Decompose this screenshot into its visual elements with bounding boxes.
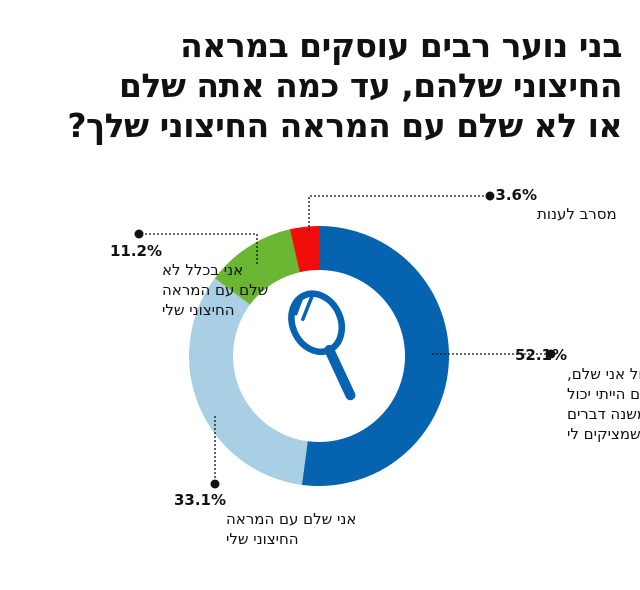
slice-category-label-2-line-2: החיצוני שלי [162, 301, 235, 319]
chart-title-line-1: בני נוער רבים עוסקים במראה [180, 26, 622, 65]
slice-category-label-1-line-0: אני שלם עם המראה [226, 510, 356, 528]
donut-slice-1 [188, 278, 308, 485]
chart-title-line-3: או לא שלם עם המראה החיצוני שלך? [67, 106, 622, 145]
leader-line-3 [308, 195, 490, 231]
leader-dot-1 [210, 479, 220, 489]
leader-dot-0 [546, 349, 556, 359]
donut-slices [188, 226, 449, 486]
leader-lines [134, 191, 556, 489]
slice-value-label-1: 33.1% [174, 491, 226, 509]
slice-category-label-0-line-1: אבל אם הייתי יכול [567, 385, 640, 403]
slice-category-label-2-line-0: אני בכלל לא [162, 261, 243, 279]
donut-slice-2 [214, 229, 300, 305]
slice-value-label-3: 3.6% [495, 186, 537, 204]
chart-title: בני נוער רבים עוסקים במראה החיצוני שלהם,… [22, 26, 622, 146]
slice-category-label-2-line-1: שלם עם המראה [162, 281, 268, 299]
slice-category-label-0-line-2: הייתי משנה דברים [567, 405, 640, 423]
slice-category-label-3-line-0: מסרב לענות [537, 205, 617, 223]
slice-category-label-1-line-1: החיצוני שלי [226, 530, 299, 548]
slice-category-label-0-line-0: בגדול אני שלם, [567, 365, 640, 383]
slice-category-label-0-line-3: שמציקים לי [567, 425, 640, 443]
slice-value-label-2: 11.2% [110, 242, 162, 260]
chart-title-line-2: החיצוני שלהם, עד כמה אתה שלם [118, 66, 623, 105]
donut-slice-3 [289, 226, 319, 273]
leader-line-2 [138, 233, 258, 264]
slice-labels: 52.1%בגדול אני שלם, אבל אם הייתי יכול היית… [110, 186, 640, 548]
leader-dot-3 [485, 191, 495, 201]
slice-value-label-0: 52.1% [515, 346, 567, 364]
leader-dot-2 [134, 229, 144, 239]
donut-slice-0 [301, 226, 449, 486]
hand-mirror-icon [288, 290, 356, 401]
